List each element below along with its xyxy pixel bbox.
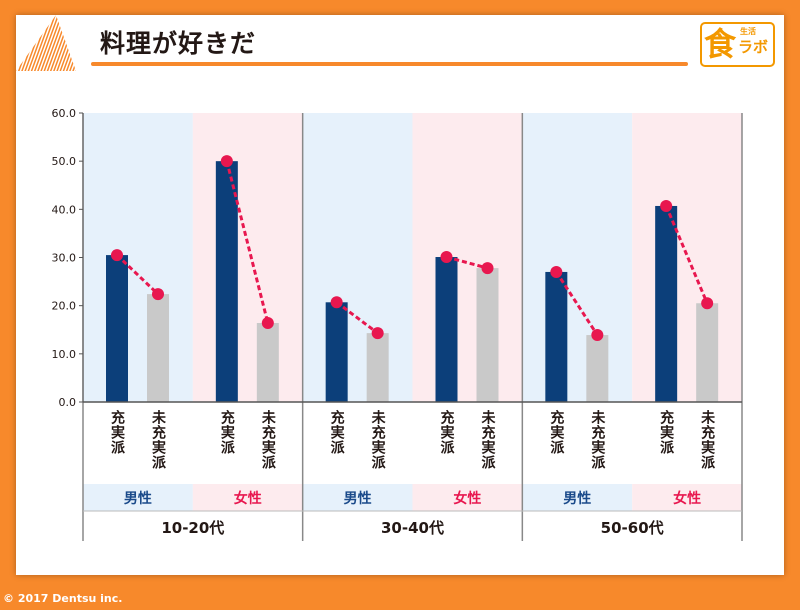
gender-band [632,484,742,511]
bar-unsatisfied [586,335,609,402]
page-title: 料理が好きだ [100,29,257,58]
data-point [111,249,123,262]
data-point [152,288,164,301]
data-point [660,199,673,212]
y-tick-label: 20.0 [52,300,77,313]
data-point [591,329,604,342]
copyright: © 2017 Dentsu inc. [3,592,123,605]
bar-satisfied [106,255,128,402]
category-label-unsatisfied: 未充実派 [259,410,276,470]
gender-label: 女性 [453,490,481,507]
bar-satisfied [325,302,348,402]
category-label-unsatisfied: 未充実派 [150,410,166,470]
age-group-label: 30-40代 [381,519,444,537]
y-tick-label: 0.0 [59,396,77,409]
y-tick-label: 30.0 [52,252,77,265]
bar-satisfied [655,205,678,402]
gender-label: 男性 [563,490,591,507]
gender-band [412,484,523,511]
plot-bg-male [302,113,413,402]
gender-label: 男性 [124,490,152,507]
category-label-unsatisfied: 未充実派 [699,410,716,470]
category-label-unsatisfied: 未充実派 [479,410,496,470]
title-underline [91,62,688,66]
y-tick-label: 10.0 [52,348,77,361]
bar-unsatisfied [366,333,389,402]
bar-unsatisfied [476,268,499,402]
plot-bg-female [632,113,742,402]
plot-bg-female [412,113,523,402]
plot-bg-female [192,113,303,402]
age-group-label: 10-20代 [161,519,224,537]
logo-big: 食 [704,25,737,63]
bar-satisfied [435,257,458,402]
data-point [261,317,274,330]
page-fold-decoration [16,15,76,71]
shoku-labo-logo: 食 生活 ラボ [700,22,775,67]
plot-bg-male [522,113,633,402]
trend-line [335,301,379,335]
data-point [440,251,453,264]
category-label-satisfied: 充実派 [548,410,565,455]
category-label-unsatisfied: 未充実派 [589,410,606,470]
data-point [550,265,563,278]
y-tick-label: 50.0 [52,155,77,168]
gender-band [522,484,633,511]
trend-line [115,254,160,296]
age-group-label: 50-60代 [601,519,664,537]
data-point [701,297,714,310]
data-point [371,327,384,340]
category-label-satisfied: 充実派 [109,410,125,455]
y-tick-label: 60.0 [52,107,77,120]
category-label-satisfied: 充実派 [438,410,455,455]
trend-line [664,205,709,304]
plot-bg-male [83,113,193,402]
gender-band [302,484,413,511]
data-point [330,296,343,309]
bar-satisfied [215,161,238,402]
gender-label: 女性 [234,490,262,507]
y-tick-label: 40.0 [52,203,77,216]
logo-small: 生活 [740,27,756,36]
category-label-satisfied: 充実派 [218,410,235,455]
bar-satisfied [545,271,568,402]
bar-unsatisfied [256,323,279,402]
bar-unsatisfied [147,294,169,402]
gender-band [192,484,303,511]
trend-line [225,160,270,324]
gender-label: 女性 [673,490,701,507]
category-label-satisfied: 充実派 [328,410,345,455]
trend-line [446,255,488,270]
trend-line [555,271,599,336]
category-label-satisfied: 充実派 [658,410,675,455]
data-point [220,155,233,168]
data-point [481,262,494,275]
category-label-unsatisfied: 未充実派 [369,410,386,470]
gender-band [83,484,193,511]
gender-label: 男性 [344,490,372,507]
logo-mid: ラボ [738,38,769,56]
bar-unsatisfied [696,303,719,402]
